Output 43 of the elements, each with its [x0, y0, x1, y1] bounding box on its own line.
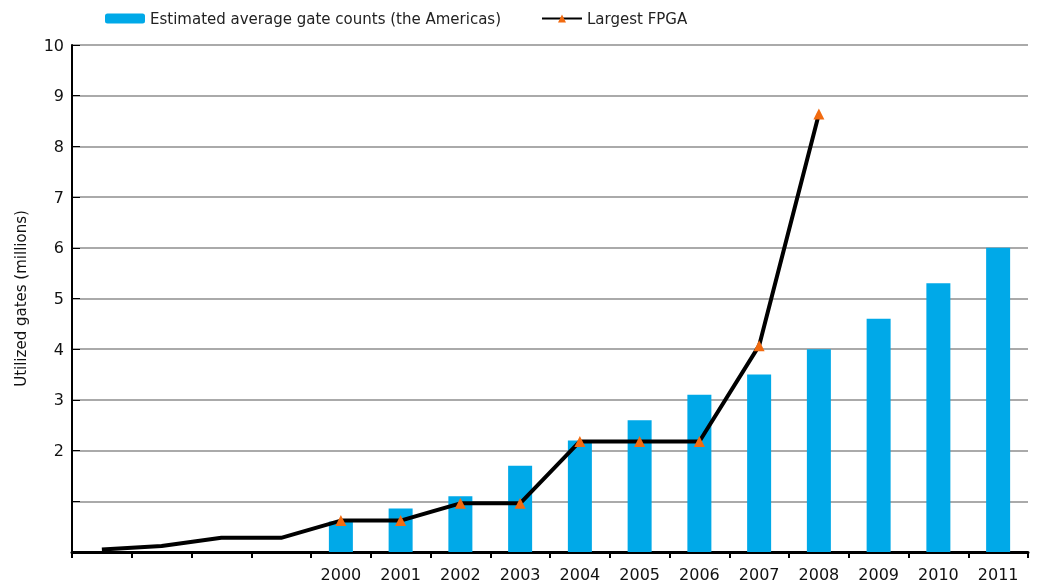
- x-tick-label: 2006: [679, 564, 720, 584]
- point: [693, 435, 705, 447]
- y-tick-label: 3: [53, 390, 64, 410]
- x-tick-label: 2008: [798, 564, 840, 584]
- x-tick-label: 2001: [380, 564, 421, 584]
- y-tick-label: 4: [53, 339, 64, 359]
- bar: [508, 465, 533, 552]
- x-tick-label: 2007: [738, 564, 780, 584]
- x-tick-label: 2004: [559, 564, 601, 584]
- y-tick-label: 5: [53, 289, 64, 308]
- y-axis-title: Utilized gates (millions): [11, 210, 30, 387]
- bar: [866, 318, 891, 552]
- x-tick-label: 2010: [918, 564, 959, 584]
- bar: [627, 420, 652, 552]
- y-tick-label: 8: [53, 136, 64, 156]
- y-tick-label: 10: [43, 35, 64, 55]
- y-tick-label: 7: [53, 187, 64, 207]
- point: [813, 108, 825, 120]
- x-tick-label: 2011: [977, 564, 1019, 584]
- bar: [567, 440, 592, 552]
- bar: [747, 374, 772, 552]
- point: [335, 515, 347, 527]
- x-tick-label: 2002: [440, 564, 481, 584]
- point: [514, 497, 526, 509]
- legend-label: Estimated average gate counts (the Americas): [150, 9, 501, 28]
- bar: [926, 283, 951, 552]
- bar: [687, 394, 712, 552]
- x-tick-label: 2000: [320, 564, 362, 584]
- x-tick-label: 2003: [499, 564, 541, 584]
- legend-label: Largest FPGA: [586, 9, 688, 28]
- point: [574, 435, 586, 447]
- y-tick-label: 6: [53, 238, 64, 258]
- x-tick-label: 2009: [858, 564, 899, 584]
- point: [454, 497, 466, 509]
- bar: [806, 349, 831, 552]
- x-tick-label: 2005: [619, 564, 660, 584]
- bar: [986, 247, 1011, 552]
- point: [753, 340, 765, 352]
- y-tick-label: 2: [53, 441, 64, 461]
- bar: [448, 496, 473, 552]
- point: [395, 515, 407, 527]
- point: [634, 435, 646, 447]
- y-tick-label: 9: [53, 86, 64, 106]
